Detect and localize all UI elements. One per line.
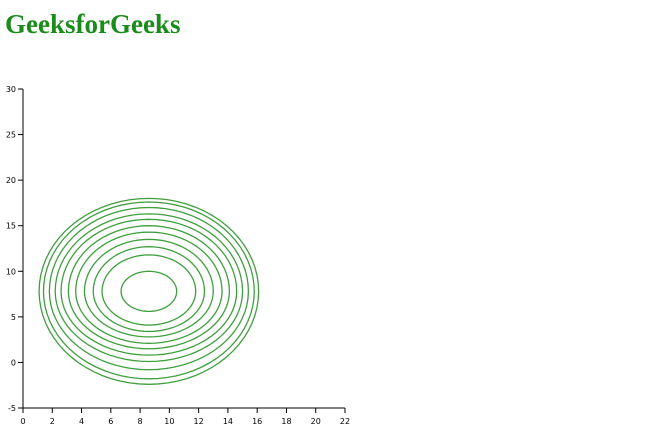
y-tick-label-5: 20 (6, 176, 16, 185)
x-tick-label-1: 2 (50, 417, 55, 426)
x-tick-label-4: 8 (138, 417, 143, 426)
contour-line-11 (38, 197, 260, 385)
x-tick-label-0: 0 (20, 417, 25, 426)
y-tick-label-2: 5 (11, 313, 16, 322)
x-tick-label-11: 22 (340, 417, 350, 426)
contour-line-1 (120, 270, 178, 313)
y-tick-label-0: -5 (8, 404, 16, 413)
contour-line-10 (42, 201, 255, 380)
y-tick-label-3: 10 (6, 267, 16, 276)
x-tick-label-3: 6 (108, 417, 113, 426)
x-tick-label-5: 10 (164, 417, 174, 426)
x-tick-label-6: 12 (194, 417, 204, 426)
y-tick-label-6: 25 (6, 131, 16, 140)
contour-line-8 (54, 213, 244, 363)
x-tick-label-9: 18 (281, 417, 291, 426)
contour-line-6 (67, 225, 231, 350)
y-tick-label-1: 0 (11, 358, 16, 367)
contour-line-3 (92, 246, 206, 333)
x-axis: 0 2 4 6 8 10 12 14 16 18 20 22 (20, 407, 350, 426)
contour-line-4 (83, 238, 214, 338)
x-tick-label-7: 14 (223, 417, 233, 426)
contour-line-2 (101, 254, 197, 326)
x-tick-label-10: 20 (311, 417, 321, 426)
contour-line-5 (75, 231, 223, 344)
y-tick-label-7: 30 (6, 85, 16, 94)
contour-line-7 (60, 218, 238, 356)
contour-lines (38, 197, 260, 385)
x-tick-label-2: 4 (79, 417, 84, 426)
x-tick-label-8: 16 (252, 417, 262, 426)
y-axis: -5 0 5 10 15 20 25 30 (6, 85, 24, 413)
y-tick-label-4: 15 (6, 222, 16, 231)
page-title: GeeksforGeeks (5, 9, 181, 39)
contour-line-9 (48, 206, 250, 371)
